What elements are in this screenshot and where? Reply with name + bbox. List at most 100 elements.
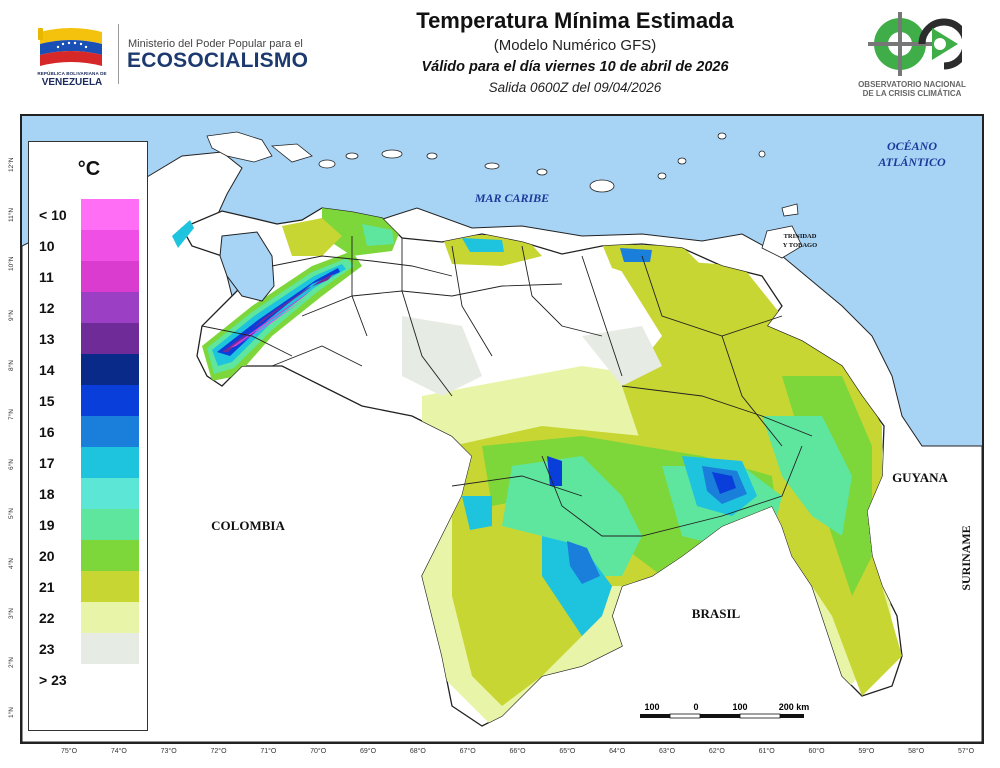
legend-color-swatch — [81, 633, 139, 664]
longitude-tick-label: 57°O — [957, 748, 975, 755]
state-borders — [201, 236, 813, 537]
legend-item: 22 — [29, 602, 149, 633]
legend-color-swatch — [81, 354, 139, 385]
legend-item-label: 12 — [39, 300, 55, 316]
ministry-logo: REPÚBLICA BOLIVARIANA DE VENEZUELA Minis… — [34, 22, 314, 92]
guyana-label: GUYANA — [892, 470, 948, 485]
latitude-tick-label: 5°N — [8, 508, 15, 520]
legend-item-label: 20 — [39, 548, 55, 564]
trinidad-label-1: TRINIDAD — [784, 233, 817, 240]
legend-item-label: 21 — [39, 579, 55, 595]
trinidad-label-2: Y TOBAGO — [783, 242, 817, 249]
latitude-tick-label: 7°N — [8, 409, 15, 421]
legend-color-swatch — [81, 602, 139, 633]
observatory-line-1: OBSERVATORIO NACIONAL — [858, 80, 966, 89]
abc-islands — [206, 131, 313, 163]
legend-item-label: 22 — [39, 610, 55, 626]
scale-label-2: 0 — [693, 702, 698, 712]
latitude-tick-label: 4°N — [8, 558, 15, 570]
legend-item-label: 16 — [39, 424, 55, 440]
legend-item: 17 — [29, 447, 149, 478]
legend-item: 10 — [29, 230, 149, 261]
legend-color-swatch — [81, 447, 139, 478]
longitude-tick-label: 60°O — [808, 748, 825, 755]
legend-color-swatch — [81, 478, 139, 509]
legend-unit: °C — [77, 158, 101, 180]
latitude-tick-label: 12°N — [8, 157, 15, 172]
map-canvas: MAR CARIBE OCÉANO ATLÁNTICO TRINIDAD Y T… — [22, 116, 982, 742]
legend-item: 20 — [29, 540, 149, 571]
legend-item-label: 14 — [39, 362, 55, 378]
longitude-tick-label: 70°O — [310, 748, 327, 755]
legend-item-label: 10 — [39, 238, 55, 254]
legend-color-swatch — [81, 292, 139, 323]
ministry-line: Ministerio del Poder Popular para el — [128, 38, 303, 50]
legend-color-swatch — [81, 571, 139, 602]
legend-color-swatch — [81, 540, 139, 571]
latitude-tick-label: 11°N — [8, 207, 15, 222]
republic-name: VENEZUELA — [41, 77, 103, 88]
legend-item-label: 19 — [39, 517, 55, 533]
venezuela-flag-emblem-icon — [38, 28, 102, 66]
legend-item-label: < 10 — [39, 207, 67, 223]
longitude-tick-label: 59°O — [858, 748, 875, 755]
longitude-tick-label: 58°O — [908, 748, 925, 755]
longitude-tick-label: 73°O — [160, 748, 177, 755]
legend-color-swatch — [81, 385, 139, 416]
latitude-tick-label: 3°N — [8, 607, 15, 619]
ministry-name: ECOSOCIALISMO — [127, 49, 309, 72]
longitude-tick-label: 65°O — [559, 748, 576, 755]
legend-color-swatch — [81, 416, 139, 447]
legend-color-swatch — [81, 664, 139, 695]
model-output-time: Salida 0600Z del 09/04/2026 — [488, 80, 662, 95]
scale-label-1: 100 — [644, 702, 659, 712]
legend-item: 18 — [29, 478, 149, 509]
latitude-tick-label: 2°N — [8, 657, 15, 669]
guajira-cold-strip — [172, 220, 194, 248]
ocean-label-2: ATLÁNTICO — [877, 155, 946, 169]
legend-item-label: 15 — [39, 393, 55, 409]
legend-item-label: 23 — [39, 641, 55, 657]
legend-color-swatch — [81, 323, 139, 354]
logo-divider — [118, 24, 119, 84]
latitude-tick-label: 8°N — [8, 359, 15, 371]
longitude-tick-label: 67°O — [459, 748, 476, 755]
legend-color-swatch — [81, 199, 139, 230]
temperature-legend: °C < 10 10 11 12 13 14 15 16 17 18 19 20 21 22 23 > 23 — [28, 141, 148, 731]
legend-item: > 23 — [29, 664, 149, 695]
longitude-tick-label: 71°O — [260, 748, 277, 755]
scale-bar: 100 0 100 200 km — [640, 702, 810, 719]
legend-item-label: 11 — [39, 269, 54, 285]
longitude-tick-label: 75°O — [60, 748, 78, 755]
brasil-label: BRASIL — [692, 606, 741, 621]
observatory-logo: OBSERVATORIO NACIONAL DE LA CRISIS CLIMÁ… — [842, 8, 982, 104]
legend-color-swatch — [81, 230, 139, 261]
longitude-axis: 75°O 74°O 73°O 72°O 71°O 70°O 69°O 68°O 67°O 66°O… — [20, 745, 984, 763]
legend-item: 16 — [29, 416, 149, 447]
legend-item-label: 18 — [39, 486, 55, 502]
longitude-tick-label: 69°O — [359, 748, 377, 755]
latitude-tick-label: 9°N — [8, 309, 15, 321]
header: REPÚBLICA BOLIVARIANA DE VENEZUELA Minis… — [0, 0, 1000, 112]
scale-label-4: 200 km — [779, 702, 810, 712]
legend-item: 21 — [29, 571, 149, 602]
legend-item-label: 13 — [39, 331, 55, 347]
observatory-name: OBSERVATORIO NACIONAL DE LA CRISIS CLIMÁ… — [842, 80, 982, 98]
longitude-tick-label: 62°O — [708, 748, 725, 755]
legend-item: 15 — [29, 385, 149, 416]
observatory-emblem-icon — [868, 12, 962, 76]
valid-date: Válido para el día viernes 10 de abril d… — [421, 59, 729, 75]
temperature-map: MAR CARIBE OCÉANO ATLÁNTICO TRINIDAD Y T… — [20, 114, 984, 744]
longitude-tick-label: 63°O — [658, 748, 676, 755]
legend-item: 19 — [29, 509, 149, 540]
sea-label: MAR CARIBE — [474, 191, 549, 205]
page-subtitle: (Modelo Numérico GFS) — [493, 37, 657, 54]
legend-item: 23 — [29, 633, 149, 664]
observatory-line-2: DE LA CRISIS CLIMÁTICA — [862, 89, 962, 98]
longitude-tick-label: 72°O — [210, 748, 227, 755]
republic-small-text: REPÚBLICA BOLIVARIANA DE — [37, 71, 107, 76]
legend-color-swatch — [81, 261, 139, 292]
longitude-tick-label: 66°O — [509, 748, 526, 755]
lake-maracaibo — [219, 231, 275, 302]
legend-item-label: 17 — [39, 455, 55, 471]
